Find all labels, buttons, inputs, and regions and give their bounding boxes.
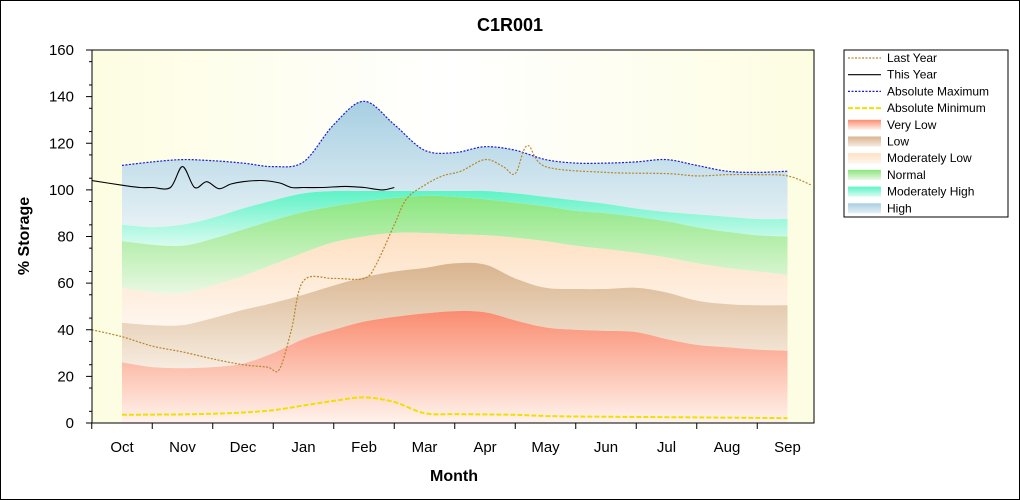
x-tick-label: Nov bbox=[169, 439, 196, 456]
x-tick-label: Mar bbox=[412, 439, 438, 456]
y-tick-label: 20 bbox=[57, 368, 74, 385]
legend-swatch-low bbox=[848, 136, 881, 147]
legend-label-absolute-maximum: Absolute Maximum bbox=[887, 84, 989, 98]
legend-label-last-year: Last Year bbox=[887, 51, 937, 65]
y-tick-label: 100 bbox=[49, 182, 74, 199]
y-tick-label: 80 bbox=[57, 229, 74, 246]
legend: Last Year This Year Absolute Maximum Absolu… bbox=[843, 49, 1009, 218]
y-tick-label: 140 bbox=[49, 89, 74, 106]
x-tick-label: Jul bbox=[657, 439, 676, 456]
band-high bbox=[122, 101, 788, 228]
y-tick-label: 60 bbox=[57, 275, 74, 292]
legend-swatch-normal bbox=[848, 169, 881, 180]
legend-label-absolute-minimum: Absolute Minimum bbox=[887, 101, 986, 115]
legend-swatch-moderately-low bbox=[848, 153, 881, 164]
x-tick-label: Feb bbox=[351, 439, 377, 456]
x-tick-label: Aug bbox=[714, 439, 741, 456]
absolute-maximum-line bbox=[121, 100, 788, 174]
chart-title: C1R001 bbox=[477, 15, 543, 35]
legend-label-this-year: This Year bbox=[887, 68, 937, 82]
x-tick-label: May bbox=[531, 439, 560, 456]
x-tick-label: Dec bbox=[230, 439, 257, 456]
legend-swatch-moderately-high bbox=[848, 186, 881, 197]
y-tick-label: 40 bbox=[57, 322, 74, 339]
band-moderately-high bbox=[122, 190, 788, 247]
legend-label-moderately-low: Moderately Low bbox=[887, 151, 972, 165]
legend-label-normal: Normal bbox=[887, 168, 926, 182]
legend-label-moderately-high: Moderately High bbox=[887, 185, 974, 199]
legend-swatch-high bbox=[848, 203, 881, 214]
x-tick-label: Oct bbox=[110, 439, 134, 456]
legend-label-low: Low bbox=[887, 135, 909, 149]
y-tick-label: 0 bbox=[66, 415, 74, 432]
band-moderately-low bbox=[122, 232, 788, 326]
this-year-line bbox=[92, 166, 395, 191]
x-axis-label: Month bbox=[430, 468, 478, 485]
absolute-minimum-line bbox=[121, 396, 788, 420]
band-low bbox=[122, 262, 788, 369]
legend-label-very-low: Very Low bbox=[887, 118, 937, 132]
legend-swatch-very-low bbox=[848, 119, 881, 130]
axes: 0 20 40 60 80 100 120 140 160 Oct Nov Dec Jan Feb Mar A… bbox=[49, 42, 815, 456]
storage-lines bbox=[92, 100, 812, 420]
storage-bands bbox=[122, 101, 788, 423]
band-very-low bbox=[122, 310, 788, 423]
y-tick-label: 160 bbox=[49, 42, 74, 59]
x-tick-label: Apr bbox=[473, 439, 496, 456]
band-normal bbox=[122, 195, 788, 295]
y-axis-label: % Storage bbox=[16, 197, 33, 275]
x-tick-label: Sep bbox=[774, 439, 801, 456]
y-tick-label: 120 bbox=[49, 135, 74, 152]
legend-label-high: High bbox=[887, 201, 912, 215]
x-tick-label: Jan bbox=[291, 439, 315, 456]
x-tick-label: Jun bbox=[594, 439, 618, 456]
